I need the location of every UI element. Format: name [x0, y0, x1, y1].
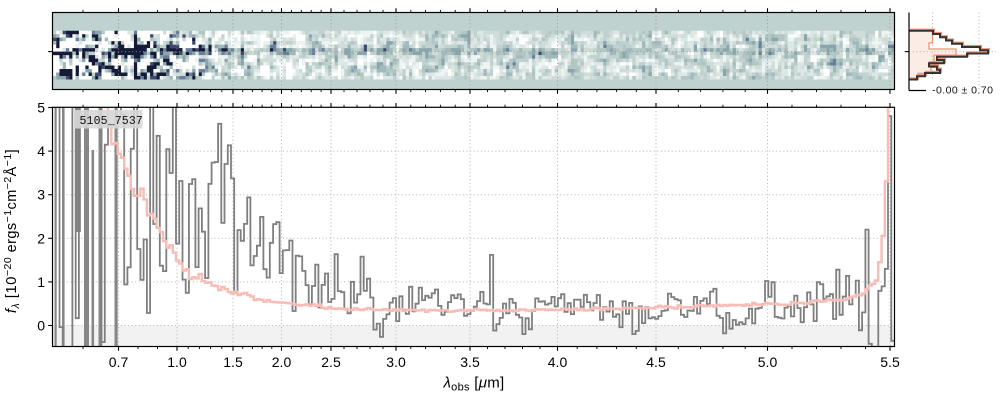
svg-text:2.5: 2.5	[321, 354, 341, 370]
svg-text:0.7: 0.7	[109, 354, 129, 370]
svg-text:5: 5	[37, 100, 45, 116]
svg-text:5.5: 5.5	[880, 354, 900, 370]
svg-text:3.5: 3.5	[460, 354, 480, 370]
svg-text:5.0: 5.0	[758, 354, 778, 370]
svg-text:-0.00 ± 0.70: -0.00 ± 0.70	[932, 85, 993, 97]
svg-text:1.0: 1.0	[167, 354, 187, 370]
svg-text:2: 2	[37, 230, 45, 246]
svg-text:3.0: 3.0	[386, 354, 406, 370]
svg-text:1.5: 1.5	[223, 354, 243, 370]
svg-text:4.5: 4.5	[646, 354, 666, 370]
svg-text:4.0: 4.0	[548, 354, 568, 370]
svg-text:3: 3	[37, 187, 45, 203]
svg-text:λobs [μm]: λobs [μm]	[442, 375, 504, 394]
svg-text:2.0: 2.0	[272, 354, 292, 370]
svg-text:5105_7537: 5105_7537	[80, 115, 143, 128]
svg-text:4: 4	[37, 143, 45, 159]
svg-text:fλ [10−20 ergs−1cm−2Å−1]: fλ [10−20 ergs−1cm−2Å−1]	[2, 149, 22, 313]
svg-text:0: 0	[37, 318, 45, 334]
svg-text:1: 1	[37, 274, 45, 290]
